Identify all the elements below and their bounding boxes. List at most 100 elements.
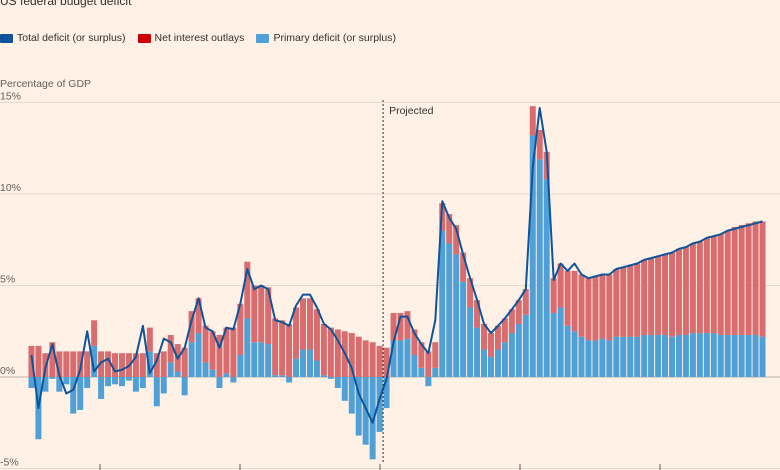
primary-bar-74: [543, 179, 550, 377]
interest-bar-62: [460, 252, 467, 282]
interest-bar-38: [293, 307, 300, 359]
primary-bar-37: [286, 377, 293, 383]
interest-bar-5: [63, 351, 70, 377]
interest-bar-22: [181, 347, 188, 377]
primary-bar-97: [703, 333, 710, 377]
interest-bar-69: [508, 309, 515, 334]
interest-bar-47: [355, 336, 362, 377]
interest-bar-36: [279, 320, 286, 376]
interest-bar-51: [383, 347, 390, 377]
primary-bar-103: [745, 334, 752, 377]
primary-bar-40: [306, 349, 313, 377]
interest-bar-56: [418, 342, 425, 368]
interest-bar-43: [327, 327, 334, 377]
interest-bar-54: [404, 311, 411, 339]
interest-bar-94: [682, 247, 689, 335]
primary-bar-0: [28, 377, 35, 388]
primary-bar-80: [585, 340, 592, 377]
interest-bar-46: [348, 333, 355, 377]
primary-bar-45: [341, 377, 348, 401]
primary-bar-104: [752, 334, 759, 377]
interest-bar-84: [613, 269, 620, 337]
primary-bar-85: [620, 336, 627, 377]
interest-bar-27: [216, 334, 223, 377]
primary-bar-69: [508, 333, 515, 377]
y-axis-label: Percentage of GDP: [0, 78, 92, 90]
legend-swatch-interest: [137, 33, 151, 43]
interest-bar-81: [592, 276, 599, 341]
primary-bar-2: [42, 377, 49, 392]
interest-bar-66: [487, 333, 494, 357]
interest-bar-19: [160, 351, 167, 377]
interest-bar-87: [634, 263, 641, 337]
primary-bar-68: [501, 342, 508, 377]
primary-bar-84: [613, 336, 620, 377]
interest-bar-79: [578, 274, 585, 337]
interest-bar-24: [195, 298, 202, 334]
primary-bar-8: [84, 377, 91, 388]
interest-bar-23: [188, 311, 195, 343]
primary-bar-60: [446, 243, 453, 377]
interest-bar-58: [432, 342, 439, 368]
interest-bar-103: [745, 223, 752, 335]
primary-bar-3: [49, 377, 56, 379]
interest-bar-68: [501, 318, 508, 343]
primary-bar-79: [578, 336, 585, 377]
primary-bar-100: [724, 334, 731, 377]
interest-bar-29: [230, 327, 237, 377]
interest-bar-53: [397, 312, 404, 341]
legend: Total deficit (or surplus) Net interest …: [0, 32, 396, 44]
primary-bar-73: [536, 159, 543, 377]
interest-bar-105: [759, 221, 766, 337]
primary-bar-9: [91, 345, 98, 377]
interest-bar-33: [258, 285, 265, 343]
interest-bar-60: [446, 214, 453, 244]
interest-bar-26: [209, 331, 216, 370]
interest-bar-78: [571, 270, 578, 332]
interest-bar-71: [522, 289, 529, 315]
legend-swatch-total: [0, 33, 13, 43]
primary-bar-76: [557, 307, 564, 377]
legend-item-interest: Net interest outlays: [137, 32, 245, 44]
primary-bar-46: [348, 377, 355, 414]
primary-bar-22: [181, 377, 188, 396]
primary-bar-70: [515, 323, 522, 377]
interest-bar-42: [320, 323, 327, 376]
primary-bar-35: [272, 375, 279, 377]
interest-bar-88: [641, 259, 648, 335]
primary-bar-25: [202, 362, 209, 377]
interest-bar-80: [585, 278, 592, 341]
interest-bar-30: [237, 303, 244, 356]
primary-bar-56: [418, 367, 425, 377]
primary-bar-7: [77, 377, 84, 410]
primary-bar-38: [293, 358, 300, 377]
interest-bar-89: [648, 258, 655, 335]
primary-bar-18: [153, 377, 160, 407]
primary-bar-34: [265, 344, 272, 377]
interest-bar-104: [752, 221, 759, 335]
interest-bar-100: [724, 230, 731, 335]
interest-bar-82: [599, 274, 606, 339]
primary-bar-41: [313, 360, 320, 377]
interest-bar-76: [557, 263, 564, 308]
y-tick-label-3: 0%: [0, 365, 15, 377]
legend-swatch-primary: [256, 33, 270, 43]
primary-bar-39: [300, 349, 307, 377]
legend-label-interest: Net interest outlays: [154, 32, 245, 44]
primary-bar-83: [606, 340, 613, 377]
interest-bar-75: [550, 278, 557, 313]
primary-bar-47: [355, 377, 362, 436]
interest-bar-34: [265, 287, 272, 345]
interest-bar-41: [313, 309, 320, 361]
interest-bar-65: [481, 323, 488, 350]
primary-bar-63: [467, 307, 474, 377]
primary-bar-86: [627, 336, 634, 377]
primary-bar-23: [188, 342, 195, 377]
primary-bar-94: [682, 334, 689, 377]
interest-bar-15: [132, 353, 139, 377]
chart-title: US federal budget deficit: [0, 0, 132, 8]
y-tick-label-2: 5%: [0, 274, 15, 286]
primary-bar-101: [731, 334, 738, 377]
legend-item-primary: Primary deficit (or surplus): [256, 32, 396, 44]
primary-bar-99: [717, 334, 724, 377]
